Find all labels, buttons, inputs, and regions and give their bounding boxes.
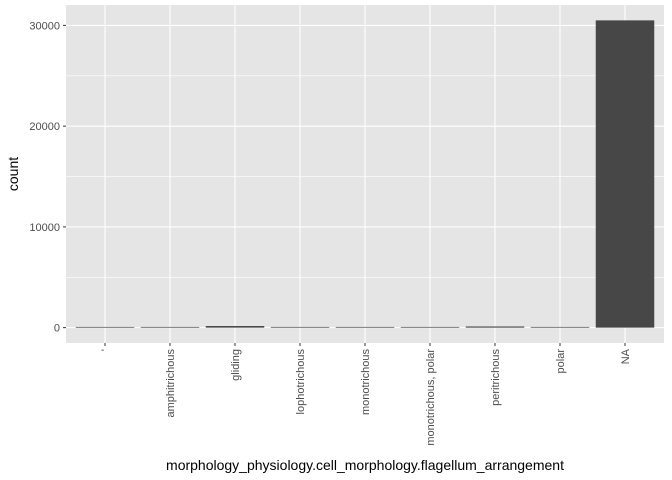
bar — [270, 326, 330, 328]
x-axis-title: morphology_physiology.cell_morphology.fl… — [166, 457, 564, 473]
y-axis: 0 10000 20000 30000 — [29, 20, 66, 335]
bar — [530, 326, 590, 328]
y-tick-label: 10000 — [29, 222, 60, 234]
x-tick-label: lophotrichous — [295, 349, 307, 415]
x-tick-label: ' — [100, 349, 112, 351]
y-tick-label: 20000 — [29, 121, 60, 133]
y-tick-label: 30000 — [29, 20, 60, 32]
y-axis-title: count — [5, 157, 21, 191]
x-tick-label: polar — [555, 349, 567, 374]
x-tick-label: NA — [620, 348, 632, 364]
bars — [75, 20, 655, 328]
bar — [140, 326, 200, 328]
x-tick-label: gliding — [230, 349, 242, 381]
x-tick-label: peritrichous — [490, 349, 502, 406]
bar — [75, 326, 135, 328]
bar — [465, 326, 525, 328]
bar — [335, 326, 395, 328]
bar — [595, 20, 655, 328]
x-tick-label: monotrichous, polar — [425, 349, 437, 446]
y-tick-label: 0 — [54, 323, 60, 335]
bar — [205, 326, 265, 328]
bar — [400, 326, 460, 328]
x-axis: ' amphitrichous gliding lophotrichous monotr… — [100, 343, 632, 446]
x-tick-label: monotrichous — [360, 349, 372, 416]
x-tick-label: amphitrichous — [165, 349, 177, 418]
